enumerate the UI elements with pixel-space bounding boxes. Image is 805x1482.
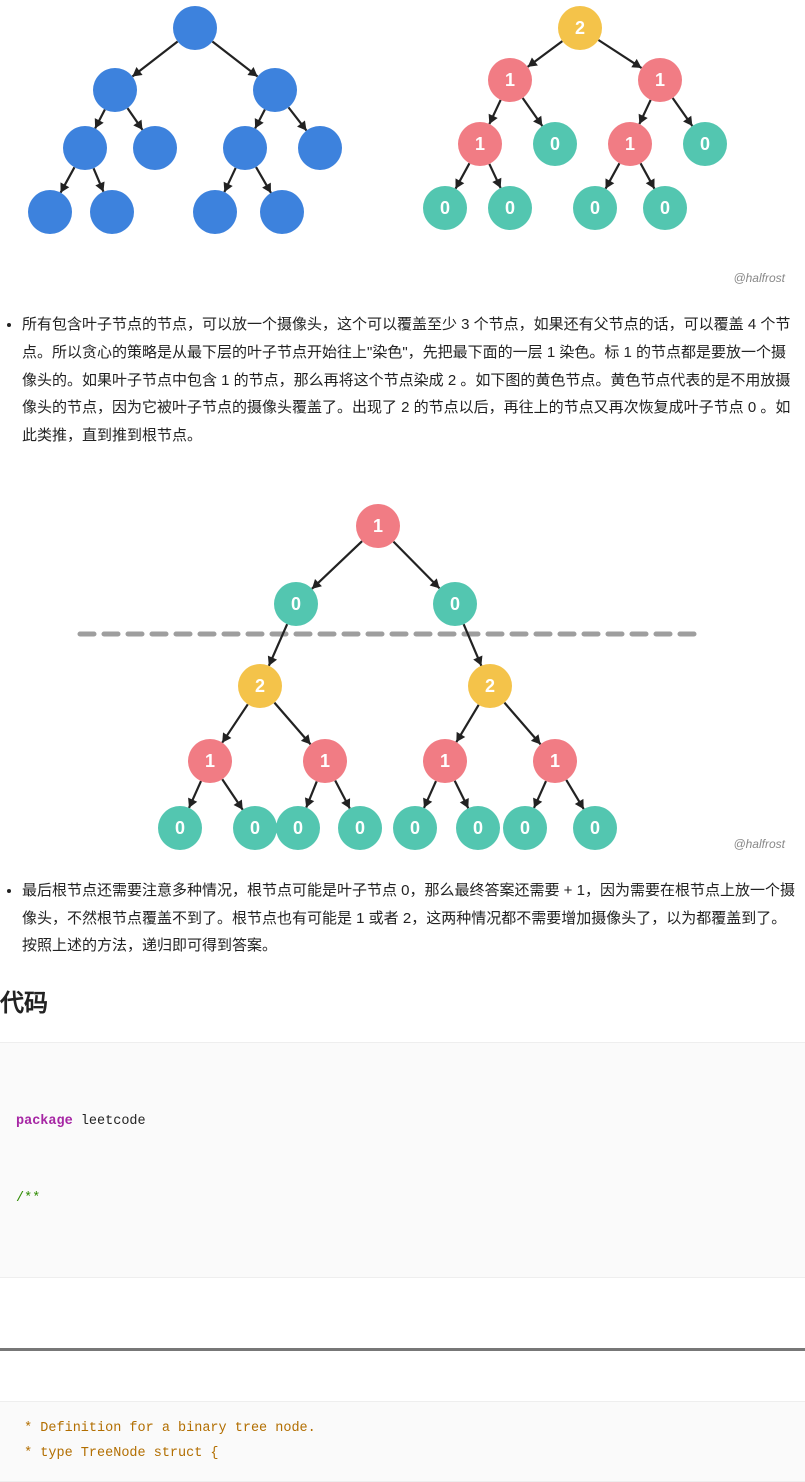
svg-text:0: 0 (590, 198, 600, 218)
bullet-list-1: 所有包含叶子节点的节点，可以放一个摄像头，这个可以覆盖至少 3 个节点，如果还有… (0, 311, 805, 450)
svg-text:0: 0 (660, 198, 670, 218)
code-comment-open: /** (16, 1191, 40, 1206)
svg-text:1: 1 (625, 134, 635, 154)
svg-text:0: 0 (473, 818, 483, 838)
watermark-1: @halfrost (733, 267, 785, 289)
code-block-2: * Definition for a binary tree node. * t… (0, 1401, 805, 1482)
svg-text:0: 0 (250, 818, 260, 838)
svg-text:1: 1 (475, 134, 485, 154)
tree-svg-1: 2 1 1 1 0 1 0 0 0 0 0 (0, 0, 805, 295)
svg-text:0: 0 (550, 134, 560, 154)
svg-text:1: 1 (505, 70, 515, 90)
svg-text:1: 1 (373, 516, 383, 536)
svg-text:0: 0 (700, 134, 710, 154)
svg-text:0: 0 (440, 198, 450, 218)
code-package-name: leetcode (73, 1114, 146, 1129)
code2-line1: * Definition for a binary tree node. (16, 1421, 316, 1436)
bullet-1: 所有包含叶子节点的节点，可以放一个摄像头，这个可以覆盖至少 3 个节点，如果还有… (22, 311, 795, 450)
svg-text:1: 1 (655, 70, 665, 90)
code2-line2: * type TreeNode struct { (16, 1446, 219, 1461)
svg-text:0: 0 (410, 818, 420, 838)
diagram-2: 1 0 0 2 2 1 1 1 1 0 0 0 0 0 0 0 0 @halfrost (0, 466, 805, 861)
code-block-1: package leetcode /** (0, 1042, 805, 1277)
bullet-list-2: 最后根节点还需要注意多种情况，根节点可能是叶子节点 0，那么最终答案还需要 + … (0, 877, 805, 960)
svg-text:0: 0 (505, 198, 515, 218)
svg-text:1: 1 (320, 751, 330, 771)
svg-text:1: 1 (205, 751, 215, 771)
svg-text:0: 0 (291, 594, 301, 614)
svg-text:2: 2 (485, 676, 495, 696)
svg-text:1: 1 (550, 751, 560, 771)
svg-text:0: 0 (293, 818, 303, 838)
separator (0, 1348, 805, 1351)
bullet-2: 最后根节点还需要注意多种情况，根节点可能是叶子节点 0，那么最终答案还需要 + … (22, 877, 795, 960)
tree-svg-2: 1 0 0 2 2 1 1 1 1 0 0 0 0 0 0 0 0 (0, 466, 805, 861)
svg-text:0: 0 (175, 818, 185, 838)
diagram-1: 2 1 1 1 0 1 0 0 0 0 0 @halfrost (0, 0, 805, 295)
svg-text:2: 2 (575, 18, 585, 38)
heading-code: 代码 (0, 982, 805, 1026)
svg-text:0: 0 (450, 594, 460, 614)
svg-text:2: 2 (255, 676, 265, 696)
svg-text:0: 0 (590, 818, 600, 838)
svg-text:0: 0 (355, 818, 365, 838)
svg-text:1: 1 (440, 751, 450, 771)
code-package-kw: package (16, 1114, 73, 1129)
watermark-2: @halfrost (733, 833, 785, 855)
svg-text:0: 0 (520, 818, 530, 838)
